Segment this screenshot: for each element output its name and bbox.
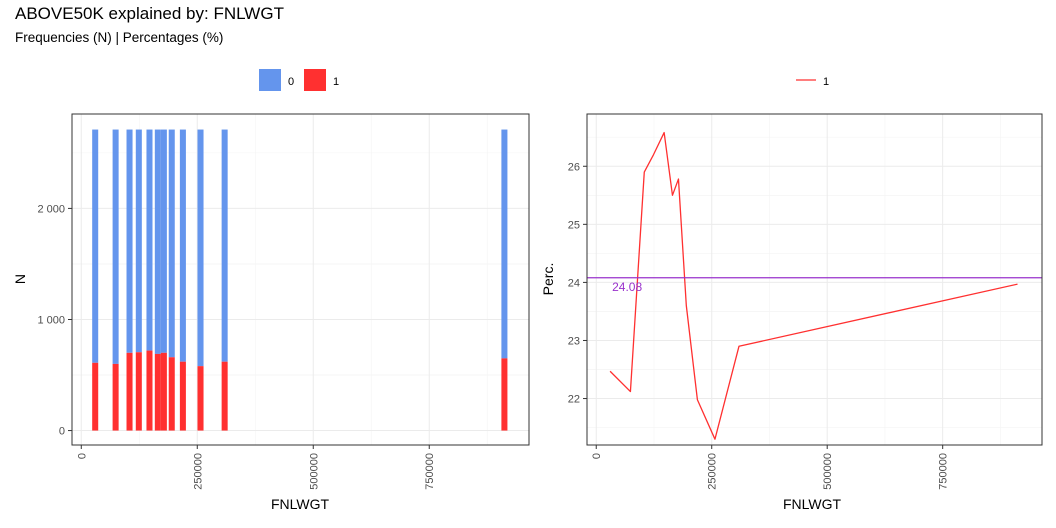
legend-key-1 bbox=[304, 69, 326, 91]
bar-x-tick-label: 0 bbox=[76, 453, 88, 459]
bar-y-tick-label: 1 000 bbox=[37, 314, 65, 326]
bar-panel: 0 250000 500000 750000 0 1 000 2 000 bbox=[37, 113, 530, 490]
bar-segment-1 bbox=[126, 352, 133, 431]
legend-key-0 bbox=[259, 69, 281, 91]
legend-label-line-1: 1 bbox=[823, 76, 829, 88]
bar-y-tick-label: 0 bbox=[59, 426, 65, 438]
line-y-tick-label: 26 bbox=[568, 161, 580, 173]
bar-segment-1 bbox=[197, 366, 204, 431]
bar-segment-1 bbox=[160, 352, 167, 431]
legend-label-0: 0 bbox=[288, 76, 294, 88]
bar-y-axis-label: N bbox=[12, 274, 28, 284]
bar-segment-0 bbox=[154, 129, 161, 354]
bar-segment-0 bbox=[221, 129, 228, 362]
bar-segment-1 bbox=[92, 362, 99, 431]
bar-segment-1 bbox=[168, 357, 175, 431]
bar-segment-0 bbox=[92, 129, 99, 363]
bar-segment-0 bbox=[160, 129, 167, 353]
line-x-tick-label: 750000 bbox=[938, 453, 950, 490]
bar-legend: 0 1 bbox=[259, 69, 339, 91]
line-y-tick-label: 25 bbox=[568, 219, 580, 231]
chart-title: ABOVE50K explained by: FNLWGT bbox=[15, 4, 284, 23]
bar-segment-1 bbox=[501, 358, 508, 431]
bar-panel-border bbox=[71, 113, 530, 446]
bar-segment-0 bbox=[112, 129, 119, 364]
bar-segment-1 bbox=[221, 361, 228, 431]
bar-segment-1 bbox=[146, 350, 153, 431]
line-x-tick-label: 250000 bbox=[707, 453, 719, 490]
bar-segment-0 bbox=[501, 129, 508, 359]
bar-x-tick-label: 250000 bbox=[192, 453, 204, 490]
bar-segment-0 bbox=[146, 129, 153, 351]
bar-segment-1 bbox=[135, 352, 142, 431]
bar-x-tick-label: 750000 bbox=[424, 453, 436, 490]
line-y-axis-label: Perc. bbox=[540, 263, 556, 296]
bar-y-tick-label: 2 000 bbox=[37, 203, 65, 215]
line-panel-border bbox=[586, 113, 1043, 446]
bar-segment-1 bbox=[112, 363, 119, 431]
line-y-tick-label: 24 bbox=[568, 277, 580, 289]
bar-x-axis-label: FNLWGT bbox=[271, 496, 330, 512]
line-legend: 1 bbox=[796, 76, 829, 88]
bar-segment-0 bbox=[197, 129, 204, 367]
line-y-tick-label: 23 bbox=[568, 335, 580, 347]
line-y-tick-label: 22 bbox=[568, 394, 580, 406]
bar-segment-0 bbox=[126, 129, 133, 353]
bar-x-tick-label: 500000 bbox=[308, 453, 320, 490]
line-x-tick-label: 500000 bbox=[822, 453, 834, 490]
bar-segment-0 bbox=[168, 129, 175, 358]
reference-line-label: 24.08 bbox=[612, 280, 642, 294]
chart-subtitle: Frequencies (N) | Percentages (%) bbox=[15, 30, 224, 45]
bar-segment-1 bbox=[179, 361, 186, 431]
line-x-axis-label: FNLWGT bbox=[783, 496, 842, 512]
bar-segment-0 bbox=[179, 129, 186, 362]
series-line-1 bbox=[609, 131, 1018, 440]
line-x-tick-label: 0 bbox=[591, 453, 603, 459]
bar-segment-0 bbox=[135, 129, 142, 353]
bar-segment-1 bbox=[154, 353, 161, 431]
legend-label-1: 1 bbox=[333, 76, 339, 88]
line-panel: 0 250000 500000 750000 22 23 24 25 26 24.08 bbox=[568, 113, 1043, 490]
